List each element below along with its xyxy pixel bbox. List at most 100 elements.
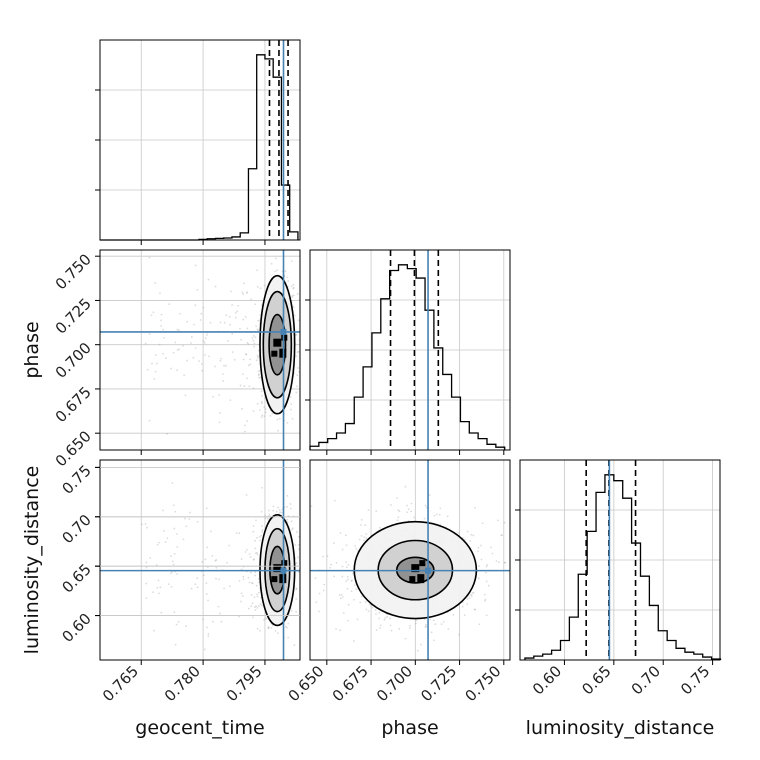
sample-point — [468, 596, 471, 599]
sample-point — [484, 571, 487, 574]
sample-point — [261, 486, 264, 489]
sample-point — [265, 618, 268, 620]
sample-point — [485, 614, 488, 617]
sample-point — [160, 313, 163, 316]
sample-point — [383, 618, 386, 621]
sample-point — [276, 418, 279, 421]
sample-point — [255, 605, 257, 608]
sample-point — [339, 532, 342, 534]
sample-point — [206, 626, 208, 629]
sample-point — [250, 605, 253, 607]
sample-point — [234, 316, 237, 319]
sample-point — [478, 565, 480, 568]
sample-point — [145, 582, 148, 585]
sample-point — [223, 587, 225, 590]
sample-point — [162, 328, 165, 331]
sample-point — [148, 256, 151, 259]
sample-point — [303, 522, 305, 524]
sample-point — [196, 520, 199, 523]
sample-point — [250, 594, 253, 596]
sample-point — [218, 421, 221, 424]
sample-point — [260, 416, 263, 419]
sample-point — [360, 534, 363, 537]
sample-point — [335, 561, 338, 564]
sample-point — [176, 328, 179, 331]
sample-point — [352, 640, 355, 642]
sample-point — [470, 595, 473, 597]
sample-point — [185, 625, 187, 628]
sample-point — [398, 510, 401, 513]
sample-point — [166, 537, 169, 540]
sample-point — [353, 584, 356, 586]
sample-point — [429, 618, 431, 621]
sample-point — [154, 370, 157, 373]
sample-point — [217, 605, 220, 608]
sample-point — [264, 408, 267, 410]
sample-point — [254, 336, 257, 339]
sample-point — [190, 587, 193, 590]
sample-point — [145, 566, 148, 569]
sample-point — [159, 292, 161, 295]
sample-point — [428, 494, 431, 497]
sample-point — [292, 294, 295, 297]
sample-point — [269, 415, 272, 417]
sample-point — [168, 248, 170, 250]
contour-line — [268, 313, 287, 376]
sample-point — [350, 580, 353, 582]
sample-point — [333, 499, 336, 502]
sample-point — [192, 356, 195, 359]
sample-point — [440, 623, 443, 626]
sample-point — [432, 619, 435, 622]
sample-point — [289, 246, 291, 248]
sample-point — [251, 582, 254, 585]
sample-point — [286, 505, 289, 508]
sample-point — [241, 291, 244, 294]
sample-point — [209, 321, 212, 324]
sample-point — [240, 407, 243, 410]
sample-point — [463, 614, 466, 617]
sample-point — [530, 606, 532, 608]
sample-point — [173, 504, 175, 507]
sample-point — [144, 523, 147, 525]
sample-point — [466, 598, 469, 600]
sample-point — [289, 396, 292, 399]
sample-point — [296, 556, 299, 559]
sample-point — [226, 339, 229, 342]
sample-point — [498, 561, 500, 564]
sample-point — [237, 197, 239, 199]
tick-label-x: 0.70 — [628, 662, 664, 698]
sample-point — [297, 548, 300, 550]
sample-point — [446, 515, 449, 518]
sample-point — [289, 457, 291, 459]
sample-point — [161, 509, 164, 512]
sample-point — [162, 352, 164, 355]
density-core — [419, 560, 426, 567]
sample-point — [218, 412, 221, 414]
sample-point — [289, 507, 292, 510]
sample-point — [365, 533, 368, 536]
sample-point — [344, 534, 347, 537]
sample-point — [290, 285, 293, 288]
sample-point — [155, 564, 158, 566]
x-axis-label-geocent-time: geocent_time — [135, 717, 264, 739]
sample-point — [273, 451, 275, 453]
sample-point — [212, 620, 214, 623]
sample-point — [238, 615, 240, 618]
sample-point — [501, 534, 503, 536]
sample-point — [254, 574, 256, 577]
sample-point — [284, 625, 287, 628]
sample-point — [432, 639, 435, 642]
sample-point — [188, 518, 191, 520]
sample-point — [249, 358, 251, 361]
sample-point — [420, 643, 422, 646]
sample-point — [286, 494, 289, 497]
sample-point — [267, 626, 270, 628]
sample-point — [291, 417, 294, 420]
sample-point — [289, 503, 292, 505]
sample-point — [247, 343, 250, 345]
sample-point — [257, 329, 260, 332]
sample-point — [301, 609, 303, 611]
sample-point — [238, 579, 241, 582]
density-core — [411, 564, 420, 573]
sample-point — [495, 560, 498, 563]
